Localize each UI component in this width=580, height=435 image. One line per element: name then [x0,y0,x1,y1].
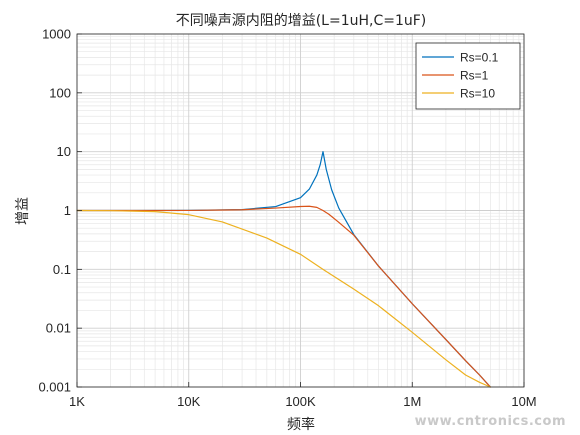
legend: Rs=0.1 Rs=1 Rs=10 [415,42,521,110]
y-tick-label: 1 [64,203,71,218]
legend-label-2: Rs=1 [460,69,489,83]
x-axis-label: 频率 [287,416,315,433]
y-tick-label: 1000 [42,27,71,42]
x-tick-label: 1M [403,394,421,409]
y-axis-label: 增益 [15,197,31,225]
x-tick-label: 100K [285,394,316,409]
x-tick-label: 10M [511,394,536,409]
y-tick-label: 100 [49,85,71,100]
series-line-3 [76,209,491,388]
y-tick-label: 0.001 [38,380,71,395]
x-tick-label: 1K [69,394,85,409]
y-tick-label: 10 [57,144,71,159]
legend-label-3: Rs=10 [460,87,495,101]
tick-labels: 1K 10K 100K 1M 10M 0.001 0.01 0.1 1 10 100 1000 [38,27,536,410]
series-layer [76,151,491,388]
x-tick-label: 10K [177,394,200,409]
watermark: www.cntronics.com [414,414,566,429]
y-tick-label: 0.01 [46,321,71,336]
series-line-2 [76,205,491,388]
legend-box [415,42,521,110]
y-tick-label: 0.1 [53,262,71,277]
legend-label-1: Rs=0.1 [460,51,499,65]
chart-title: 不同噪声源内阻的增益(L=1uH,C=1uF) [176,13,427,29]
